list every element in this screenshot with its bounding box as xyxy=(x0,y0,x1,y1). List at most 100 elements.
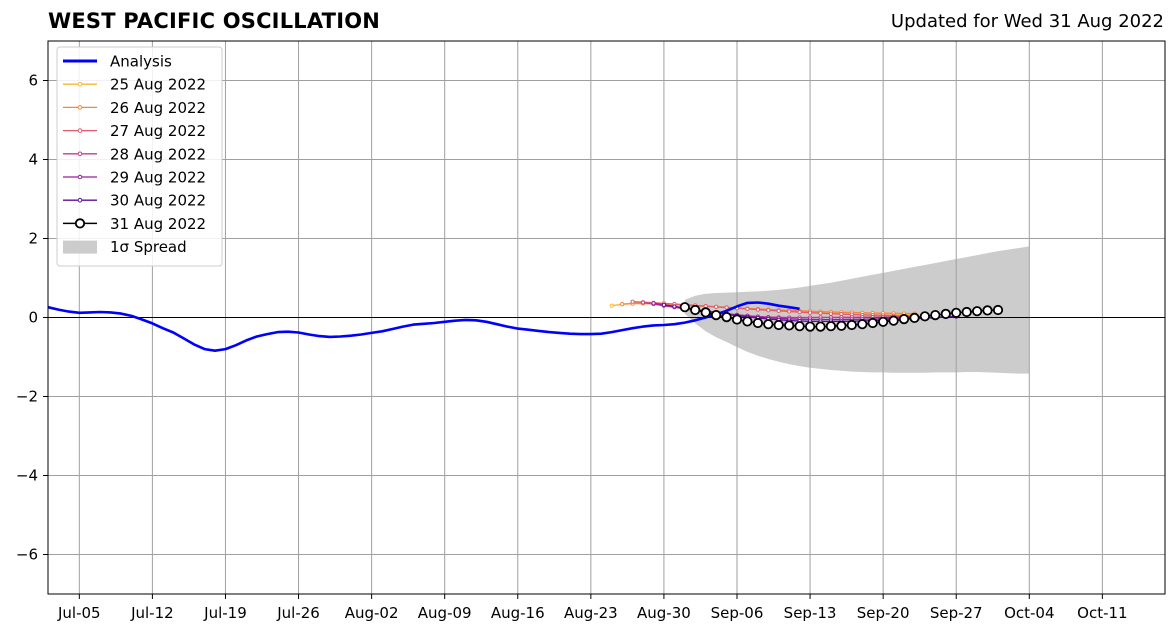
current-forecast-marker xyxy=(898,313,910,325)
legend-marker xyxy=(77,197,83,203)
current-forecast-marker xyxy=(794,321,805,332)
current-forecast-marker xyxy=(721,311,732,323)
forecast-marker xyxy=(808,310,813,315)
current-forecast-marker xyxy=(877,316,889,327)
x-tick-label: Sep-13 xyxy=(784,604,837,622)
current-forecast-marker xyxy=(700,307,711,318)
legend-marker xyxy=(77,81,83,87)
legend-label: 25 Aug 2022 xyxy=(110,76,206,94)
legend-box xyxy=(56,46,223,267)
forecast-marker xyxy=(797,310,802,315)
y-tick-label: −2 xyxy=(16,388,38,406)
current-forecast-marker xyxy=(773,319,784,331)
current-forecast-marker xyxy=(930,309,941,321)
current-forecast-marker xyxy=(982,305,993,316)
x-tick-label: Aug-23 xyxy=(564,604,618,622)
x-tick-label: Aug-02 xyxy=(345,604,399,622)
chart-subtitle: Updated for Wed 31 Aug 2022 xyxy=(890,11,1164,32)
x-tick-label: Aug-16 xyxy=(491,604,545,622)
forecast-marker xyxy=(703,304,708,309)
forecast-line xyxy=(632,301,915,317)
current-forecast-marker xyxy=(804,321,816,332)
current-forecast-marker xyxy=(940,308,951,319)
legend-label: 1σ Spread xyxy=(110,238,187,256)
forecast-marker xyxy=(630,299,635,304)
current-forecast-marker xyxy=(752,317,764,329)
y-tick-label: −4 xyxy=(16,467,38,485)
legend-label: 30 Aug 2022 xyxy=(110,192,206,210)
forecast-marker xyxy=(766,308,771,313)
current-forecast-marker xyxy=(825,321,837,332)
legend-label: 29 Aug 2022 xyxy=(110,169,206,187)
analysis-line xyxy=(47,301,800,352)
legend-label: 28 Aug 2022 xyxy=(110,145,206,163)
forecast-marker xyxy=(651,301,656,306)
x-tick-label: Aug-09 xyxy=(418,604,472,622)
current-forecast-marker xyxy=(919,311,931,322)
legend-label: Analysis xyxy=(110,53,172,71)
current-forecast-marker xyxy=(815,321,826,332)
current-forecast-marker xyxy=(846,319,857,331)
chart-title: WEST PACIFIC OSCILLATION xyxy=(48,9,381,33)
forecast-marker xyxy=(620,302,625,307)
current-forecast-marker xyxy=(951,307,962,318)
current-forecast-marker xyxy=(857,319,868,330)
x-tick-label: Jul-12 xyxy=(130,604,174,622)
series-layer xyxy=(47,299,1004,352)
forecast-marker xyxy=(661,302,666,307)
current-forecast-marker xyxy=(888,315,899,326)
current-forecast-marker xyxy=(867,317,878,329)
current-forecast-marker xyxy=(731,314,743,325)
x-tick-label: Jul-19 xyxy=(203,604,247,622)
current-forecast-marker xyxy=(690,304,701,316)
current-forecast-marker xyxy=(679,302,690,313)
current-forecast-marker xyxy=(763,319,774,330)
forecast-marker xyxy=(714,304,719,309)
forecast-marker xyxy=(724,305,729,310)
x-tick-label: Sep-27 xyxy=(930,604,983,622)
forecast-marker xyxy=(640,300,646,305)
forecast-marker xyxy=(818,311,823,316)
legend-marker xyxy=(77,151,83,157)
spread-layer xyxy=(684,246,1030,374)
forecast-marker xyxy=(839,312,844,317)
legend-label: 31 Aug 2022 xyxy=(110,215,206,233)
legend-marker xyxy=(77,174,83,180)
forecast-marker xyxy=(787,309,792,314)
x-tick-label: Jul-05 xyxy=(57,604,101,622)
legend-label: 26 Aug 2022 xyxy=(110,99,206,117)
x-tick-label: Oct-11 xyxy=(1077,604,1127,622)
legend: Analysis 25 Aug 2022 26 Aug 2022 27 Aug 202… xyxy=(56,46,223,267)
axes-layer: 6 4 2 0 −2 −4 −6 Jul-05 Jul-12 Jul-19 Jul-26 Aug-02… xyxy=(16,40,1166,622)
legend-marker xyxy=(77,128,83,133)
forecast-marker xyxy=(745,306,750,311)
legend-handle xyxy=(63,240,97,254)
forecast-marker xyxy=(672,304,677,309)
legend-label: 27 Aug 2022 xyxy=(110,122,206,140)
y-tick-label: 0 xyxy=(28,309,38,327)
current-forecast-marker xyxy=(992,304,1004,316)
x-tick-label: Jul-26 xyxy=(276,604,320,622)
y-tick-label: 4 xyxy=(28,151,38,169)
forecast-marker xyxy=(755,307,760,312)
y-tick-label: −6 xyxy=(16,546,38,564)
forecast-marker xyxy=(609,303,614,308)
x-tick-label: Oct-04 xyxy=(1004,604,1054,622)
legend-marker xyxy=(74,218,86,229)
x-tick-label: Aug-30 xyxy=(637,604,691,622)
y-tick-label: 2 xyxy=(28,230,38,248)
forecast-marker xyxy=(776,308,781,313)
x-tick-label: Sep-20 xyxy=(857,604,910,622)
current-forecast-marker xyxy=(710,309,722,321)
spread-band xyxy=(684,246,1030,374)
current-forecast-marker xyxy=(742,316,753,327)
x-tick-label: Sep-06 xyxy=(711,604,764,622)
current-forecast-marker xyxy=(784,320,795,331)
y-tick-label: 6 xyxy=(28,72,38,90)
forecast-marker xyxy=(828,311,833,316)
current-forecast-marker xyxy=(961,306,972,318)
current-forecast-marker xyxy=(971,306,983,317)
legend-marker xyxy=(77,105,83,110)
current-forecast-marker xyxy=(836,320,847,331)
